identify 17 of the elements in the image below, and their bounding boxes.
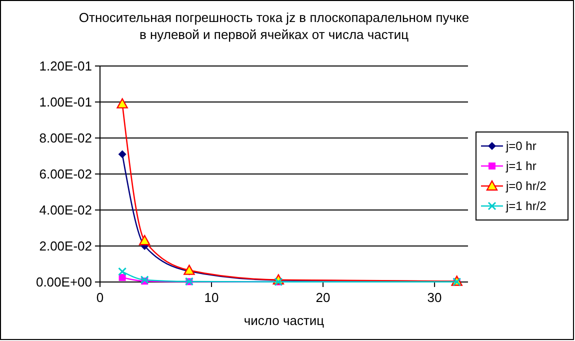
legend-label: j=0 hr/2 xyxy=(505,179,547,194)
x-tick-label: 30 xyxy=(427,290,442,305)
chart-title: Относительная погрешность тока jz в плоскопаралельном пучке в нулевой и первой ячейках от числа частиц xyxy=(78,10,470,42)
y-tick-label: 8.00E-02 xyxy=(39,130,92,146)
x-tick-label: 0 xyxy=(96,290,104,305)
y-tick-label: 2.00E-02 xyxy=(39,238,92,254)
x-tick-label: 20 xyxy=(316,290,330,305)
y-tick-label: 4.00E-02 xyxy=(39,202,92,218)
y-tick-label: 1.20E-01 xyxy=(39,58,92,74)
y-tick-label: 0.00E+00 xyxy=(36,274,92,290)
y-tick-label: 6.00E-02 xyxy=(39,166,92,182)
legend-label: j=0 hr xyxy=(505,139,536,154)
legend-label: j=1 hr/2 xyxy=(505,199,547,214)
legend-label: j=1 hr xyxy=(505,159,536,174)
x-tick-label: 10 xyxy=(204,290,219,305)
y-tick-label: 1.00E-01 xyxy=(39,94,92,110)
x-axis-title: число частиц xyxy=(244,313,325,328)
